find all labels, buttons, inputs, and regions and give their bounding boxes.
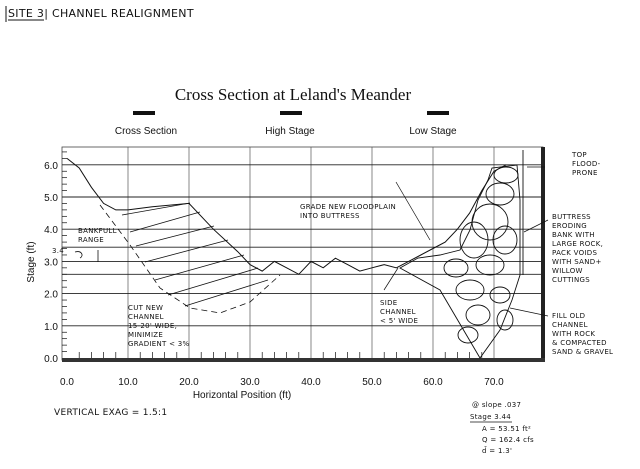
axis-ticks: 0.0 10.0 20.0 30.0 40.0 50.0 60.0 70.0 0.0 1.0 2.0… — [44, 151, 504, 388]
annotation-buttress: BUTTRESS — [552, 213, 591, 221]
legend: Cross Section High Stage Low Stage — [115, 111, 457, 137]
vertical-exag: VERTICAL EXAG = 1.5:1 — [54, 408, 167, 418]
slope-note: @ slope .037 — [472, 401, 521, 409]
annotation-side-channel: CHANNEL — [380, 308, 416, 316]
legend-cross-section: Cross Section — [115, 126, 177, 137]
annotation-buttress: WITH SAND+ — [552, 258, 602, 266]
x-tick-label: 50.0 — [362, 377, 382, 388]
annotation-fill: FILL OLD — [552, 312, 585, 320]
x-tick-label: 30.0 — [240, 377, 260, 388]
y-tick-label: 4.0 — [44, 225, 58, 236]
legend-low-stage: Low Stage — [409, 126, 457, 137]
chart-title: Cross Section at Leland's Meander — [175, 85, 412, 104]
annotation-grade: GRADE NEW FLOODPLAIN — [300, 203, 396, 211]
annotation-cut-channel: GRADIENT < 3% — [128, 340, 190, 348]
x-tick-label: 40.0 — [301, 377, 321, 388]
y-tick-label: 2.0 — [44, 290, 58, 301]
legend-swatch-low-stage — [427, 111, 449, 115]
annotation-bankfull: BANKFULL — [78, 227, 117, 235]
annotation-fill: & COMPACTED — [552, 339, 607, 347]
area-note: A = 53.51 ft² — [482, 425, 531, 433]
legend-swatch-cross-section — [133, 111, 155, 115]
annotation-cut-channel: CUT NEW — [128, 304, 163, 312]
x-tick-label: 10.0 — [118, 377, 138, 388]
annotation-cut-channel: CHANNEL — [128, 313, 164, 321]
cut-hatch — [99, 202, 281, 314]
annotation-side-channel: SIDE — [380, 299, 398, 307]
annotation-fill: CHANNEL — [552, 321, 588, 329]
y-tick-label: 3.0 — [44, 257, 58, 268]
stage-note: Stage 3.44 — [470, 413, 511, 421]
annotation-buttress: BANK WITH — [552, 231, 595, 239]
y-tick-label: 1.0 — [44, 322, 58, 333]
annotation-side-channel: < 5' WIDE — [380, 317, 418, 325]
discharge-note: Q = 162.4 cfs — [482, 436, 534, 444]
annotation-cut-channel: MINIMIZE — [128, 331, 163, 339]
annotation-bankfull: RANGE — [78, 236, 104, 244]
annotation-top-floodprone: FLOOD- — [572, 160, 601, 168]
cut-channel-dashed — [99, 204, 281, 314]
x-tick-label: 70.0 — [484, 377, 504, 388]
y-tick-label: 5.0 — [44, 193, 58, 204]
annotation-buttress: CUTTINGS — [552, 276, 590, 284]
site-title: SITE 3| CHANNEL REALIGNMENT — [8, 7, 194, 20]
x-tick-label: 60.0 — [423, 377, 443, 388]
x-tick-label: 0.0 — [60, 377, 74, 388]
series-cross-section — [66, 158, 507, 275]
y-tick-label: 0.0 — [44, 354, 58, 365]
y-tick-label: 6.0 — [44, 161, 58, 172]
legend-swatch-high-stage — [280, 111, 302, 115]
profile — [66, 158, 507, 275]
annotation-buttress: PACK VOIDS — [552, 249, 597, 257]
annotation-top-floodprone: TOP — [571, 151, 587, 159]
legend-high-stage: High Stage — [265, 126, 315, 137]
frame-bottom-edge — [62, 358, 545, 362]
annotation-buttress: ERODING — [552, 222, 587, 230]
frame-right-edge — [541, 147, 545, 362]
rock-buttress — [399, 150, 524, 359]
annotation-top-floodprone: PRONE — [572, 169, 598, 177]
depth-note: d̄ = 1.3' — [482, 446, 512, 455]
annotation-cut-channel: 15-20' WIDE, — [128, 322, 177, 330]
y-axis-label: Stage (ft) — [26, 241, 37, 282]
annotation-fill: WITH ROCK — [552, 330, 595, 338]
annotation-buttress: WILLOW — [552, 267, 583, 275]
annotation-buttress: LARGE ROCK, — [552, 240, 603, 248]
x-tick-label: 20.0 — [179, 377, 199, 388]
annotation-fill: SAND & GRAVEL — [552, 348, 613, 356]
x-axis-label: Horizontal Position (ft) — [193, 390, 291, 401]
stage-mark: 3.4 — [52, 247, 64, 255]
annotation-grade: INTO BUTTRESS — [300, 212, 360, 220]
